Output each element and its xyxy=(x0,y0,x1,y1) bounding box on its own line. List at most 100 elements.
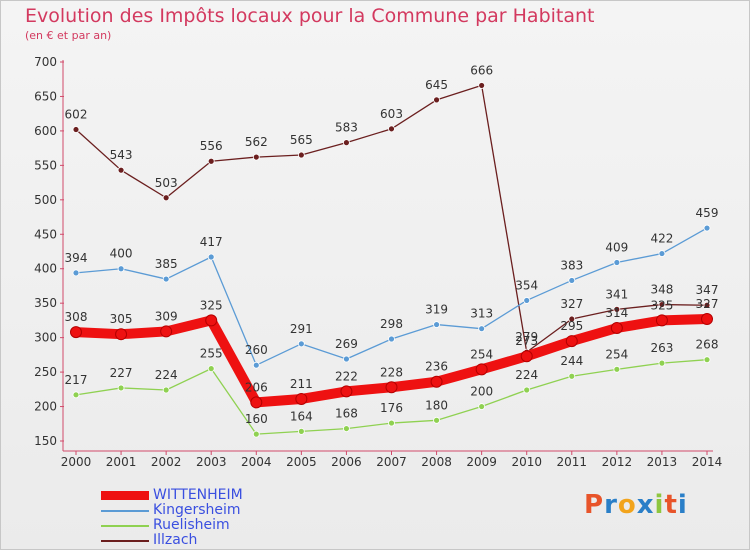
data-point-wittenheim xyxy=(655,314,668,327)
data-point-wittenheim xyxy=(70,326,82,339)
logo-letter: o xyxy=(617,490,637,520)
data-label-ruelisheim: 180 xyxy=(425,398,448,412)
y-tick-label: 700 xyxy=(34,55,57,69)
data-label-illzach: 562 xyxy=(245,135,268,149)
legend-swatch xyxy=(101,524,149,527)
data-label-ruelisheim: 268 xyxy=(696,338,719,352)
data-point-ruelisheim xyxy=(478,403,486,410)
data-label-wittenheim: 222 xyxy=(335,369,358,383)
data-point-illzach xyxy=(703,301,711,309)
data-point-illzach xyxy=(658,301,666,308)
data-label-kingersheim: 383 xyxy=(560,258,583,272)
data-point-illzach xyxy=(162,194,170,202)
data-point-illzach xyxy=(388,125,395,133)
data-point-wittenheim xyxy=(340,385,353,398)
data-label-illzach: 348 xyxy=(650,283,673,297)
data-label-illzach: 341 xyxy=(605,287,628,301)
data-point-wittenheim xyxy=(205,314,218,327)
data-label-wittenheim: 309 xyxy=(155,309,178,323)
y-tick-label: 200 xyxy=(34,400,57,414)
chart-legend: WITTENHEIM Kingersheim Ruelisheim Illzach xyxy=(101,488,243,548)
x-tick-label: 2007 xyxy=(376,455,407,469)
data-label-illzach: 347 xyxy=(696,283,719,297)
data-label-kingersheim: 459 xyxy=(696,206,719,220)
data-point-wittenheim xyxy=(295,392,308,405)
data-point-ruelisheim xyxy=(297,427,305,435)
data-point-ruelisheim xyxy=(433,416,440,424)
legend-item-wittenheim: WITTENHEIM xyxy=(101,488,243,503)
data-label-wittenheim: 228 xyxy=(380,365,403,379)
data-point-kingersheim xyxy=(252,361,260,369)
data-point-kingersheim xyxy=(117,265,125,273)
data-label-wittenheim: 325 xyxy=(650,298,673,312)
y-tick-label: 500 xyxy=(34,193,57,207)
data-point-kingersheim xyxy=(568,277,576,284)
data-label-illzach: 583 xyxy=(335,121,358,135)
data-point-ruelisheim xyxy=(72,391,80,399)
data-point-illzach xyxy=(433,96,440,104)
data-point-illzach xyxy=(297,151,305,159)
legend-label: Illzach xyxy=(153,532,198,548)
data-label-illzach: 327 xyxy=(560,297,583,311)
data-point-kingersheim xyxy=(523,297,531,304)
data-point-wittenheim xyxy=(701,313,713,326)
data-label-kingersheim: 394 xyxy=(65,251,88,265)
data-point-ruelisheim xyxy=(613,365,621,373)
data-point-ruelisheim xyxy=(343,425,350,432)
data-label-illzach: 543 xyxy=(110,148,133,162)
data-point-wittenheim xyxy=(250,396,263,409)
data-label-illzach: 666 xyxy=(470,63,493,77)
data-label-ruelisheim: 227 xyxy=(110,366,133,380)
data-point-illzach xyxy=(478,82,486,89)
data-point-illzach xyxy=(207,157,215,165)
data-label-illzach: 556 xyxy=(200,139,223,153)
proxiti-logo: Proxiti xyxy=(584,490,688,520)
data-point-ruelisheim xyxy=(658,359,666,367)
x-tick-label: 2010 xyxy=(511,455,542,469)
x-tick-label: 2006 xyxy=(331,455,362,469)
data-label-wittenheim: 327 xyxy=(696,297,719,311)
logo-letter: x xyxy=(636,490,655,520)
legend-item-kingersheim: Kingersheim xyxy=(101,503,243,518)
data-label-illzach: 602 xyxy=(65,108,88,122)
data-point-wittenheim xyxy=(475,363,488,376)
legend-label: Ruelisheim xyxy=(153,517,230,533)
data-label-wittenheim: 314 xyxy=(605,306,628,320)
data-point-ruelisheim xyxy=(207,365,215,373)
data-label-kingersheim: 298 xyxy=(380,317,403,331)
data-label-ruelisheim: 254 xyxy=(605,347,628,361)
y-tick-label: 550 xyxy=(34,158,57,172)
data-point-kingersheim xyxy=(297,340,305,348)
x-tick-label: 2000 xyxy=(61,455,92,469)
data-point-kingersheim xyxy=(433,321,440,328)
y-tick-label: 250 xyxy=(34,365,57,379)
data-label-ruelisheim: 224 xyxy=(515,368,538,382)
x-tick-label: 2013 xyxy=(647,455,678,469)
data-point-illzach xyxy=(613,305,621,313)
data-label-wittenheim: 236 xyxy=(425,360,448,374)
data-point-ruelisheim xyxy=(568,372,576,380)
data-point-kingersheim xyxy=(478,325,486,333)
data-label-ruelisheim: 176 xyxy=(380,401,403,415)
x-tick-label: 2003 xyxy=(196,455,227,469)
data-label-kingersheim: 385 xyxy=(155,257,178,271)
data-label-wittenheim: 305 xyxy=(110,312,133,326)
legend-swatch xyxy=(101,491,149,500)
data-label-ruelisheim: 255 xyxy=(200,347,223,361)
logo-letter: t xyxy=(664,490,678,520)
data-label-kingersheim: 319 xyxy=(425,303,448,317)
legend-swatch xyxy=(101,539,149,542)
data-point-wittenheim xyxy=(565,335,578,348)
x-tick-label: 2004 xyxy=(241,455,272,469)
data-point-ruelisheim xyxy=(523,386,531,394)
data-label-kingersheim: 400 xyxy=(110,247,133,261)
data-label-illzach: 645 xyxy=(425,78,448,92)
data-label-illzach: 603 xyxy=(380,107,403,121)
data-point-wittenheim xyxy=(610,321,623,334)
y-tick-label: 650 xyxy=(34,89,57,103)
legend-item-ruelisheim: Ruelisheim xyxy=(101,518,243,533)
data-label-kingersheim: 260 xyxy=(245,343,268,357)
data-point-wittenheim xyxy=(520,350,533,363)
y-tick-label: 450 xyxy=(34,227,57,241)
